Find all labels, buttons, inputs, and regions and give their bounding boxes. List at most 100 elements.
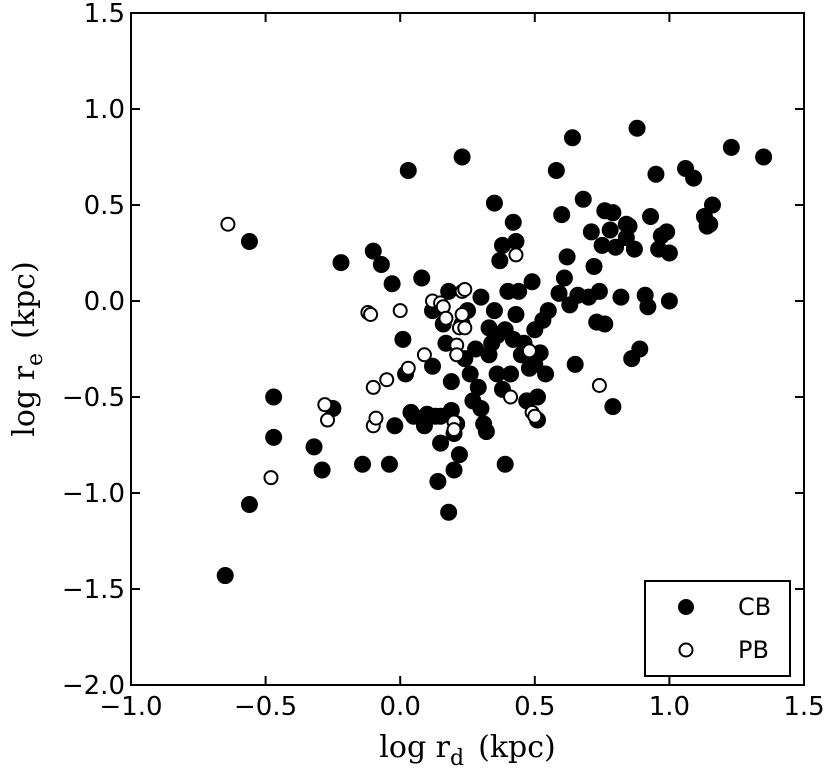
legend-label-cb: CB [738, 593, 771, 621]
data-point-cb [604, 398, 622, 416]
data-point-cb [547, 161, 565, 179]
data-point-cb [424, 357, 442, 375]
data-point-pb [379, 372, 395, 388]
plot-frame [130, 12, 805, 686]
x-axis-label-unit: (kpc) [478, 730, 556, 765]
data-point-cb [445, 461, 463, 479]
data-point-cb [453, 148, 471, 166]
data-point-cb [510, 282, 528, 300]
y-tick-label: −1.5 [62, 575, 125, 605]
data-point-cb [394, 330, 412, 348]
x-tick-label: 0.0 [380, 692, 421, 722]
data-point-pb [416, 347, 432, 363]
x-tick-label: 1.0 [649, 692, 690, 722]
data-point-pb [527, 408, 543, 424]
data-point-cb [631, 340, 649, 358]
legend-box [644, 580, 791, 677]
y-tick-label: −0.5 [62, 383, 125, 413]
data-point-cb [722, 138, 740, 156]
data-point-cb [240, 232, 258, 250]
data-point-cb [399, 161, 417, 179]
data-point-cb [558, 248, 576, 266]
data-point-pb [454, 306, 470, 322]
data-point-cb [553, 206, 571, 224]
data-point-cb [528, 388, 546, 406]
y-axis-label: log re (kpc) [7, 261, 48, 436]
data-point-cb [413, 269, 431, 287]
data-point-cb [442, 373, 460, 391]
data-point-pb [457, 281, 473, 297]
data-point-cb [639, 298, 657, 316]
data-point-pb [449, 347, 465, 363]
data-point-cb [660, 292, 678, 310]
data-point-pb [438, 310, 454, 326]
x-axis-label: log rd (kpc) [379, 730, 555, 769]
y-tick-label: −2.0 [62, 671, 125, 701]
data-point-pb [457, 320, 473, 336]
data-point-cb [386, 417, 404, 435]
data-point-cb [523, 273, 541, 291]
y-axis-label-unit: (kpc) [7, 261, 42, 339]
data-point-cb [502, 365, 520, 383]
data-point-cb [590, 282, 608, 300]
y-tick-label: −1.0 [62, 479, 125, 509]
data-point-cb [566, 355, 584, 373]
data-point-cb [372, 256, 390, 274]
y-tick-label: 0.5 [84, 191, 125, 221]
data-point-cb [383, 275, 401, 293]
data-point-cb [642, 208, 660, 226]
data-point-cb [507, 305, 525, 323]
data-point-pb [317, 397, 333, 413]
data-point-cb [265, 428, 283, 446]
data-point-cb [574, 190, 592, 208]
data-point-pb [320, 412, 336, 428]
y-axis-label-sub: e [23, 353, 48, 366]
data-point-cb [450, 446, 468, 464]
data-point-cb [305, 438, 323, 456]
x-axis-label-sub: d [450, 746, 464, 769]
data-point-cb [472, 400, 490, 418]
x-tick-label: −1.0 [99, 692, 162, 722]
y-tick-label: 1.0 [84, 95, 125, 125]
data-point-cb [582, 223, 600, 241]
data-point-cb [507, 232, 525, 250]
data-point-pb [521, 343, 537, 359]
data-point-cb [755, 148, 773, 166]
data-point-pb [368, 410, 384, 426]
ticks-layer: −1.0 −0.5 0.0 0.5 1.0 1.5 −2.0 −1.5 −1.0 −0.5 0.0 0… [62, 0, 825, 722]
data-point-cb [628, 119, 646, 137]
data-point-cb [617, 215, 635, 233]
data-point-pb [508, 247, 524, 263]
data-point-pb [446, 422, 462, 438]
x-axis-label-main: log r [379, 730, 450, 765]
y-axis-label-main: log r [7, 365, 42, 436]
data-point-cb [647, 165, 665, 183]
data-point-cb [332, 254, 350, 272]
data-point-cb [432, 434, 450, 452]
y-tick-label: 0.0 [84, 287, 125, 317]
data-point-cb [429, 472, 447, 490]
data-point-cb [440, 503, 458, 521]
data-point-cb [660, 244, 678, 262]
data-point-cb [504, 213, 522, 231]
data-point-cb [354, 455, 372, 473]
data-point-pb [392, 303, 408, 319]
data-point-cb [461, 365, 479, 383]
data-point-cb [550, 284, 568, 302]
data-point-pb [591, 377, 607, 393]
data-point-cb [240, 496, 258, 514]
data-point-pb [263, 470, 279, 486]
data-point-cb [537, 365, 555, 383]
data-point-cb [496, 455, 514, 473]
data-point-cb [216, 567, 234, 585]
data-point-cb [658, 223, 676, 241]
data-point-cb [685, 169, 703, 187]
data-point-cb [380, 455, 398, 473]
data-point-cb [604, 204, 622, 222]
data-point-cb [601, 221, 619, 239]
data-point-pb [220, 216, 236, 232]
data-point-cb [703, 196, 721, 214]
data-point-cb [555, 269, 573, 287]
data-point-cb [596, 315, 614, 333]
